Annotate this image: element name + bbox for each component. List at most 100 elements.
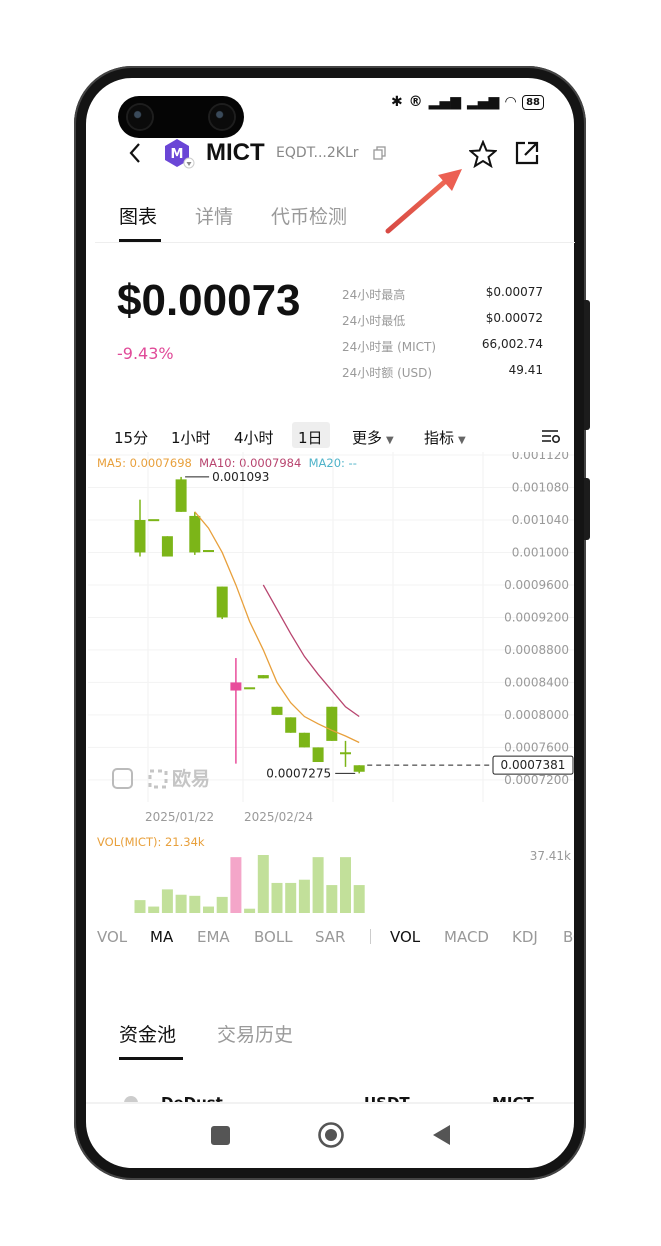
status-bar-icons: ✱ ® ▂▄▆ ▂▄▆ ◠ 88 bbox=[391, 94, 544, 110]
candle bbox=[189, 515, 201, 553]
y-tick-label: 0.001040 bbox=[512, 513, 569, 527]
timeframe-4h[interactable]: 4小时 bbox=[234, 429, 274, 447]
tab-details[interactable]: 详情 bbox=[195, 206, 234, 228]
candle bbox=[203, 550, 214, 553]
caret-down-icon: ▼ bbox=[386, 435, 394, 446]
candle bbox=[257, 675, 269, 679]
stat-value-low: $0.00072 bbox=[485, 311, 543, 325]
ind-tab-ema[interactable]: EMA bbox=[197, 928, 230, 946]
indicator-label: 指标 bbox=[424, 429, 455, 447]
candle bbox=[271, 706, 283, 715]
volume-bar bbox=[326, 885, 338, 913]
token-logo: M bbox=[163, 137, 195, 169]
ind-sub-boll[interactable]: BO bbox=[563, 928, 574, 946]
volume-bar bbox=[216, 896, 228, 913]
timeframe-1d[interactable]: 1日 bbox=[298, 429, 323, 447]
volume-bar bbox=[203, 906, 214, 913]
pool-row[interactable]: DeDust USDT MICT bbox=[95, 1094, 575, 1102]
stat-value-high: $0.00077 bbox=[485, 285, 543, 299]
home-circle-icon bbox=[318, 1122, 344, 1148]
timeframe-selected-bg bbox=[292, 422, 330, 448]
volume-bar bbox=[148, 906, 160, 913]
y-tick-label: 0.001080 bbox=[512, 480, 569, 494]
timeframe-1h[interactable]: 1小时 bbox=[171, 429, 211, 447]
signal-icon: ▂▄▆ bbox=[428, 94, 461, 110]
ma10-line bbox=[262, 584, 360, 718]
candle bbox=[216, 586, 228, 618]
favorite-star-icon[interactable] bbox=[467, 139, 499, 172]
svg-text:M: M bbox=[171, 147, 184, 162]
candle bbox=[312, 747, 324, 763]
candle bbox=[353, 765, 365, 772]
copy-icon[interactable] bbox=[373, 145, 387, 164]
bluetooth-icon: ✱ bbox=[390, 94, 403, 110]
candle bbox=[244, 687, 256, 690]
back-nav-button[interactable] bbox=[431, 1124, 453, 1146]
more-dropdown[interactable]: 更多 ▼ bbox=[352, 427, 394, 448]
chart-settings-icon[interactable] bbox=[541, 428, 561, 448]
front-camera-icon bbox=[210, 105, 234, 129]
ind-tab-boll[interactable]: BOLL bbox=[254, 928, 293, 946]
ind-tab-ma[interactable]: MA bbox=[150, 928, 174, 946]
stat-value-turnover: 49.41 bbox=[508, 363, 543, 377]
ind-tab-vol[interactable]: VOL bbox=[97, 928, 128, 946]
tab-active-indicator bbox=[119, 239, 161, 242]
token-symbol: MICT bbox=[206, 139, 265, 166]
front-camera-icon bbox=[128, 105, 152, 129]
y-tick-label: 0.001000 bbox=[512, 545, 569, 559]
share-external-icon[interactable] bbox=[514, 140, 540, 170]
subtab-active-indicator bbox=[119, 1057, 183, 1060]
pool-logo bbox=[124, 1096, 138, 1102]
candle bbox=[340, 752, 351, 755]
volume-bar bbox=[353, 885, 365, 913]
ma10-legend: MA10: 0.0007984 bbox=[199, 456, 302, 470]
volume-bar bbox=[161, 889, 173, 913]
stat-label-high: 24小时最高 bbox=[342, 288, 406, 302]
tab-trade-history[interactable]: 交易历史 bbox=[217, 1024, 294, 1046]
ind-sub-macd[interactable]: MACD bbox=[444, 928, 489, 946]
stat-label-turnover: 24小时额 (USD) bbox=[342, 366, 433, 380]
back-triangle-icon bbox=[433, 1125, 450, 1145]
stat-value-volume: 66,002.74 bbox=[481, 337, 543, 351]
x-tick-label: 2025/01/22 bbox=[145, 810, 214, 824]
pool-col-mict: MICT bbox=[492, 1094, 534, 1102]
caret-down-icon: ▼ bbox=[458, 435, 466, 446]
ind-sub-vol[interactable]: VOL bbox=[390, 928, 421, 946]
volume-bar bbox=[189, 895, 201, 913]
candle bbox=[230, 682, 242, 691]
current-price: $0.00073 bbox=[117, 276, 301, 325]
candle bbox=[161, 536, 173, 557]
back-button[interactable] bbox=[126, 140, 146, 166]
candle bbox=[326, 706, 338, 741]
x-tick-label: 2025/02/24 bbox=[244, 810, 313, 824]
y-tick-label: 0.0009200 bbox=[504, 610, 569, 624]
watermark-text: 欧易 bbox=[172, 767, 210, 790]
battery-icon: 88 bbox=[522, 94, 544, 110]
tab-liquidity-pool[interactable]: 资金池 bbox=[119, 1024, 177, 1046]
y-tick-label: 0.001120 bbox=[512, 452, 569, 462]
volume-bar bbox=[285, 882, 297, 913]
volume-bar bbox=[298, 879, 310, 913]
y-tick-label: 0.0007200 bbox=[504, 773, 569, 787]
candle bbox=[175, 479, 187, 512]
more-label: 更多 bbox=[352, 429, 383, 447]
app-screen: ✱ ® ▂▄▆ ▂▄▆ ◠ 88 bbox=[86, 78, 574, 1168]
home-button[interactable] bbox=[317, 1121, 345, 1149]
tab-chart[interactable]: 图表 bbox=[119, 206, 158, 228]
stat-label-low: 24小时最低 bbox=[342, 314, 406, 328]
y-tick-label: 0.0007600 bbox=[504, 740, 569, 754]
timeframe-15m[interactable]: 15分 bbox=[114, 429, 149, 447]
low-label: 0.0007275 bbox=[266, 766, 331, 780]
tab-token-check[interactable]: 代币检测 bbox=[271, 206, 348, 228]
watermark-logo-icon bbox=[112, 768, 133, 789]
candlestick-chart[interactable]: 0.001120 0.001080 0.001040 0.001000 0.000960… bbox=[88, 452, 574, 827]
recent-apps-button[interactable] bbox=[211, 1126, 230, 1145]
ind-sub-kdj[interactable]: KDJ bbox=[512, 928, 538, 946]
volume-button bbox=[584, 300, 590, 430]
indicator-dropdown[interactable]: 指标 ▼ bbox=[424, 427, 466, 448]
candle bbox=[298, 732, 310, 748]
volume-bar bbox=[134, 900, 146, 913]
last-price-box bbox=[492, 755, 574, 775]
token-address[interactable]: EQDT...2KLr bbox=[276, 145, 359, 161]
ind-tab-sar[interactable]: SAR bbox=[315, 928, 346, 946]
